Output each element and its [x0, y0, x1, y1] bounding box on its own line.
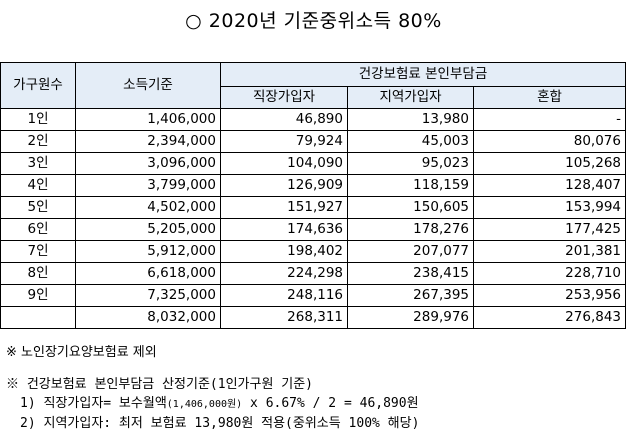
header-employee: 직장가입자 [220, 86, 348, 109]
cell-regional: 118,159 [347, 174, 474, 197]
criteria-line-regional: 2) 지역가입자: 최저 보험료 13,980원 적용(중위소득 100% 해당… [20, 416, 420, 431]
cell-employee: 104,090 [220, 152, 348, 175]
cell-mixed: 105,268 [473, 152, 626, 175]
cell-employee: 248,116 [220, 284, 348, 307]
table-row: 5인 4,502,000 151,927 150,605 153,994 [0, 196, 626, 219]
header-regional: 지역가입자 [347, 86, 474, 109]
cell-employee: 79,924 [220, 130, 348, 153]
cell-regional: 150,605 [347, 196, 474, 219]
cell-income: 2,394,000 [75, 130, 221, 153]
cell-mixed: 201,381 [473, 240, 626, 263]
cell-regional: 95,023 [347, 152, 474, 175]
table-header-row: 가구원수 소득기준 건강보험료 본인부담금 [0, 62, 626, 109]
cell-employee: 126,909 [220, 174, 348, 197]
cell-household: 9인 [0, 284, 76, 307]
table-row: 4인 3,799,000 126,909 118,159 128,407 [0, 174, 626, 197]
cell-employee: 268,311 [220, 306, 348, 329]
cell-household: 1인 [0, 108, 76, 131]
header-mixed: 혼합 [473, 86, 626, 109]
table-row: 6인 5,205,000 174,636 178,276 177,425 [0, 218, 626, 241]
table-row: 8,032,000 268,311 289,976 276,843 [0, 306, 626, 329]
table-row: 8인 6,618,000 224,298 238,415 228,710 [0, 262, 626, 285]
cell-employee: 151,927 [220, 196, 348, 219]
cell-income: 4,502,000 [75, 196, 221, 219]
table-row: 3인 3,096,000 104,090 95,023 105,268 [0, 152, 626, 175]
cell-income: 3,096,000 [75, 152, 221, 175]
header-income: 소득기준 [75, 62, 221, 109]
cell-regional: 238,415 [347, 262, 474, 285]
cell-household: 7인 [0, 240, 76, 263]
cell-employee: 174,636 [220, 218, 348, 241]
table-subheader-row: 직장가입자 지역가입자 혼합 [1, 86, 626, 109]
criteria-heading: ※ 건강보험료 본인부담금 산정기준(1인가구원 기준) [6, 377, 313, 392]
cell-household: 8인 [0, 262, 76, 285]
cell-income: 1,406,000 [75, 108, 221, 131]
cell-income: 3,799,000 [75, 174, 221, 197]
cell-mixed: 228,710 [473, 262, 626, 285]
criteria-notes: ※ 건강보험료 본인부담금 산정기준(1인가구원 기준) 1) 직장가입자= 보… [6, 375, 419, 433]
income-premium-table: 가구원수 소득기준 건강보험료 본인부담금 직장가입자 지역가입자 혼합 1인 … [0, 62, 626, 329]
cell-regional: 289,976 [347, 306, 474, 329]
cell-mixed: 276,843 [473, 306, 626, 329]
note-exclusion: ※ 노인장기요양보험료 제외 [6, 345, 157, 360]
cell-mixed: 253,956 [473, 284, 626, 307]
criteria-line-employee-suffix: x 6.67% / 2 = 46,890원 [242, 396, 419, 411]
cell-income: 5,912,000 [75, 240, 221, 263]
cell-income: 7,325,000 [75, 284, 221, 307]
table-row: 7인 5,912,000 198,402 207,077 201,381 [0, 240, 626, 263]
cell-income: 5,205,000 [75, 218, 221, 241]
cell-income: 6,618,000 [75, 262, 221, 285]
cell-income: 8,032,000 [75, 306, 221, 329]
cell-mixed: 128,407 [473, 174, 626, 197]
cell-household: 3인 [0, 152, 76, 175]
table-row: 9인 7,325,000 248,116 267,395 253,956 [0, 284, 626, 307]
cell-regional: 45,003 [347, 130, 474, 153]
cell-employee: 224,298 [220, 262, 348, 285]
table-row: 2인 2,394,000 79,924 45,003 80,076 [0, 130, 626, 153]
cell-household: 6인 [0, 218, 76, 241]
cell-regional: 178,276 [347, 218, 474, 241]
cell-regional: 13,980 [347, 108, 474, 131]
cell-regional: 267,395 [347, 284, 474, 307]
cell-household [0, 306, 76, 329]
cell-mixed: - [473, 108, 626, 131]
cell-regional: 207,077 [347, 240, 474, 263]
criteria-line-employee-prefix: 1) 직장가입자= 보수월액 [20, 396, 167, 411]
cell-household: 4인 [0, 174, 76, 197]
cell-household: 2인 [0, 130, 76, 153]
cell-employee: 46,890 [220, 108, 348, 131]
header-household: 가구원수 [0, 62, 76, 109]
cell-mixed: 80,076 [473, 130, 626, 153]
cell-mixed: 177,425 [473, 218, 626, 241]
table-row: 1인 1,406,000 46,890 13,980 - [0, 108, 626, 131]
page-title: ○ 2020년 기준중위소득 80% [185, 10, 442, 32]
criteria-line-employee-amount: (1,406,000원) [166, 399, 243, 410]
criteria-line-employee: 1) 직장가입자= 보수월액(1,406,000원) x 6.67% / 2 =… [6, 394, 419, 414]
cell-employee: 198,402 [220, 240, 348, 263]
cell-household: 5인 [0, 196, 76, 219]
header-premium-group: 건강보험료 본인부담금 [220, 62, 626, 87]
cell-mixed: 153,994 [473, 196, 626, 219]
